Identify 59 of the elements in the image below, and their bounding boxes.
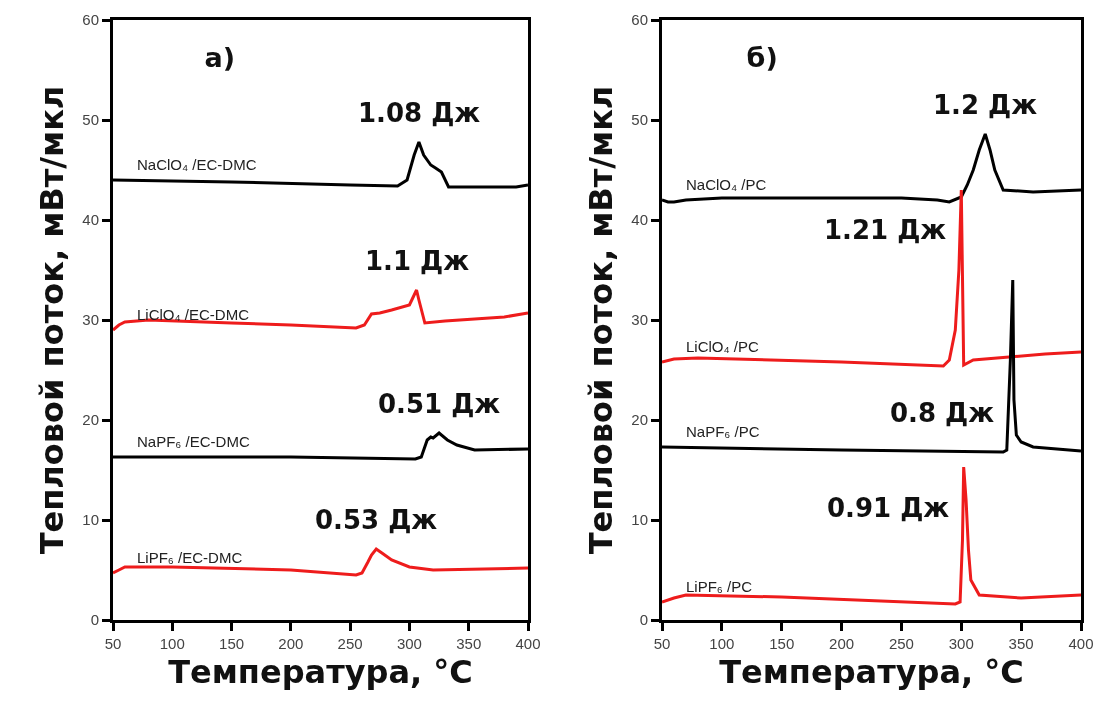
x-tick-label: 50: [653, 635, 671, 652]
annotation: 1.08 Дж: [358, 98, 481, 128]
x-tick-label: 300: [396, 635, 422, 652]
series-label: NaPF₆ /PC: [686, 423, 760, 440]
series-label: NaClO₄ /EC-DMC: [137, 156, 257, 173]
series-label: LiClO₄ /PC: [686, 338, 759, 355]
x-tick-label: 150: [769, 635, 795, 652]
x-tick-label: 350: [1008, 635, 1034, 652]
text: б): [746, 42, 778, 74]
annotation: 0.8 Дж: [890, 398, 995, 428]
line-series: [113, 547, 528, 577]
line-series: [113, 431, 528, 461]
series-label: LiPF₆ /EC-DMC: [137, 549, 243, 566]
y-tick-label: 40: [631, 211, 648, 229]
y-tick-label: 20: [631, 411, 648, 429]
x-tick-label: 50: [104, 635, 122, 652]
y-tick-label: 30: [631, 311, 648, 329]
series-label: LiPF₆ /PC: [686, 578, 753, 595]
x-tick-label: 250: [888, 635, 914, 652]
annotation: 0.53 Дж: [315, 505, 438, 535]
x-axis-title: Температура, °C: [719, 652, 1024, 691]
y-tick-label: 10: [82, 511, 99, 529]
x-tick-label: 350: [456, 635, 482, 652]
annotation: 0.51 Дж: [378, 389, 501, 419]
y-tick-label: 30: [82, 311, 99, 329]
y-tick-label: 60: [631, 11, 648, 29]
line-series: [662, 465, 1081, 606]
line-series: [662, 278, 1081, 454]
x-tick-label: 300: [948, 635, 974, 652]
y-tick-label: 50: [631, 111, 648, 129]
x-tick-label: 100: [159, 635, 185, 652]
y-tick-label: 0: [90, 611, 99, 629]
annotation: 1.2 Дж: [933, 90, 1038, 120]
y-axis-title: Тепловой поток, мВт/мкл: [581, 85, 620, 555]
x-tick-label: 150: [219, 635, 245, 652]
x-tick-label: 200: [278, 635, 304, 652]
line-series: [113, 288, 528, 332]
x-tick-label: 250: [337, 635, 363, 652]
annotation: 0.91 Дж: [827, 493, 950, 523]
line-series: [113, 140, 528, 189]
y-tick-label: 10: [631, 511, 648, 529]
y-tick-label: 40: [82, 211, 99, 229]
annotation: 1.1 Дж: [365, 246, 470, 276]
y-tick-label: 60: [82, 11, 99, 29]
text: а): [204, 42, 236, 74]
line-series: [662, 132, 1081, 204]
series-label: NaClO₄ /PC: [686, 176, 767, 193]
x-tick-label: 400: [1068, 635, 1094, 652]
series-label: NaPF₆ /EC-DMC: [137, 433, 250, 450]
annotation: 1.21 Дж: [824, 215, 947, 245]
x-axis-title: Температура, °C: [168, 652, 473, 691]
series-label: LiClO₄ /EC-DMC: [137, 306, 250, 323]
y-tick-label: 0: [639, 611, 648, 629]
y-axis-title: Тепловой поток, мВт/мкл: [32, 85, 71, 555]
x-tick-label: 200: [829, 635, 855, 652]
x-tick-label: 400: [515, 635, 541, 652]
y-tick-label: 20: [82, 411, 99, 429]
x-tick-label: 100: [709, 635, 735, 652]
y-tick-label: 50: [82, 111, 99, 129]
